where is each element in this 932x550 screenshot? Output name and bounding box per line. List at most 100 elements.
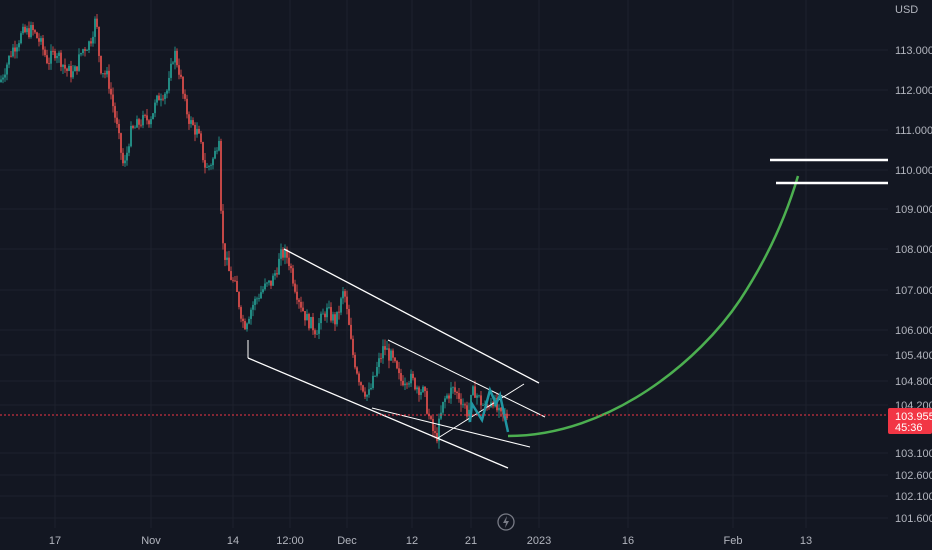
candle-body xyxy=(178,65,180,75)
candle-body xyxy=(60,52,62,67)
time-tick-label: Nov xyxy=(141,535,161,547)
candle-body xyxy=(66,68,68,71)
breakout-line[interactable] xyxy=(437,383,525,439)
candle-body xyxy=(184,93,186,99)
candle-body xyxy=(384,346,386,350)
candle-body xyxy=(92,36,94,44)
candle-body xyxy=(492,402,494,407)
candle-body xyxy=(20,33,22,44)
candle-body xyxy=(114,106,116,118)
candle-body xyxy=(452,387,454,389)
candle-body xyxy=(238,291,240,308)
m-pattern[interactable] xyxy=(468,386,510,433)
candle-body xyxy=(200,133,202,143)
candle-body xyxy=(304,311,306,321)
inner-channel-lower-line[interactable] xyxy=(371,407,531,448)
time-tick-label: 12:00 xyxy=(276,535,304,547)
candle-body xyxy=(106,70,108,75)
candle-body xyxy=(88,41,90,51)
candle-body xyxy=(204,160,206,168)
candle-body xyxy=(408,383,410,385)
candle-body xyxy=(476,395,478,398)
candle-body xyxy=(480,395,482,406)
chart-drawings[interactable] xyxy=(247,158,888,469)
price-tick-label: 112.000 xyxy=(895,85,932,97)
candle-body xyxy=(122,152,124,164)
candle-body xyxy=(0,79,2,82)
candle-body xyxy=(462,404,464,406)
time-tick-label: 2023 xyxy=(527,535,551,547)
channel-upper-line[interactable] xyxy=(283,248,540,384)
candle-body xyxy=(348,308,350,325)
candle-body xyxy=(440,412,442,419)
candle-body xyxy=(170,63,172,78)
candle-body xyxy=(410,373,412,384)
candle-body xyxy=(222,210,224,244)
candle-body xyxy=(448,395,450,399)
candle-body xyxy=(326,307,328,318)
candle-body xyxy=(274,273,276,276)
candle-body xyxy=(396,361,398,369)
candle-body xyxy=(12,47,14,57)
candle-body xyxy=(44,49,46,56)
candle-body xyxy=(54,51,56,59)
candle-body xyxy=(162,98,164,100)
candle-body xyxy=(478,395,480,397)
candle-body xyxy=(160,98,162,101)
candle-body xyxy=(74,66,76,72)
candle-body xyxy=(230,271,232,280)
candle-body xyxy=(216,150,218,152)
candle-body xyxy=(90,41,92,44)
time-tick-label: 17 xyxy=(49,535,61,547)
candle-body xyxy=(412,373,414,379)
candle-body xyxy=(362,385,364,392)
candle-body xyxy=(460,398,462,405)
channel-lower-line[interactable] xyxy=(247,357,509,469)
candle-body xyxy=(198,128,200,134)
candle-body xyxy=(34,30,36,33)
candle-body xyxy=(458,393,460,399)
candle-body xyxy=(96,18,98,27)
candle-body xyxy=(404,383,406,386)
time-tick-label: 21 xyxy=(465,535,477,547)
candle-body xyxy=(260,292,262,299)
candle-body xyxy=(84,49,86,51)
candle-body xyxy=(202,142,204,161)
candle-body xyxy=(70,65,72,78)
candle-body xyxy=(336,311,338,325)
candle-body xyxy=(128,146,130,153)
candle-body xyxy=(482,405,484,406)
price-tick-label: 110.000 xyxy=(895,165,932,177)
candle-body xyxy=(108,70,110,89)
candle-body xyxy=(246,323,248,330)
price-tick-label: 107.000 xyxy=(895,285,932,297)
candle-body xyxy=(48,63,50,64)
time-tick-label: 12 xyxy=(406,535,418,547)
candle-body xyxy=(442,401,444,413)
candle-body xyxy=(374,375,376,377)
candle-body xyxy=(188,114,190,124)
candle-body xyxy=(164,93,166,100)
candle-body xyxy=(310,317,312,329)
candle-body xyxy=(292,268,294,284)
candle-body xyxy=(142,115,144,126)
candle-body xyxy=(52,50,54,52)
lightning-icon[interactable] xyxy=(496,512,516,532)
candle-body xyxy=(400,373,402,381)
last-price-value: 103.955 xyxy=(895,411,932,423)
candle-body xyxy=(474,386,476,398)
candle-body xyxy=(472,386,474,395)
candle-body xyxy=(126,152,128,161)
candle-body xyxy=(102,73,104,75)
inner-channel-upper-line[interactable] xyxy=(387,339,546,418)
candle-body xyxy=(382,346,384,359)
time-axis[interactable]: 17 Nov 14 12:00 Dec 12 21 2023 16 Feb 13 xyxy=(49,535,812,547)
price-axis[interactable]: USD 113.000 112.000 111.000 110.000 109.000 1… xyxy=(888,4,932,525)
projection-curve[interactable] xyxy=(507,175,800,438)
candle-body xyxy=(186,98,188,115)
candle-body xyxy=(368,389,370,395)
candle-body xyxy=(94,18,96,37)
candle-body xyxy=(182,76,184,94)
candle-body xyxy=(392,350,394,358)
